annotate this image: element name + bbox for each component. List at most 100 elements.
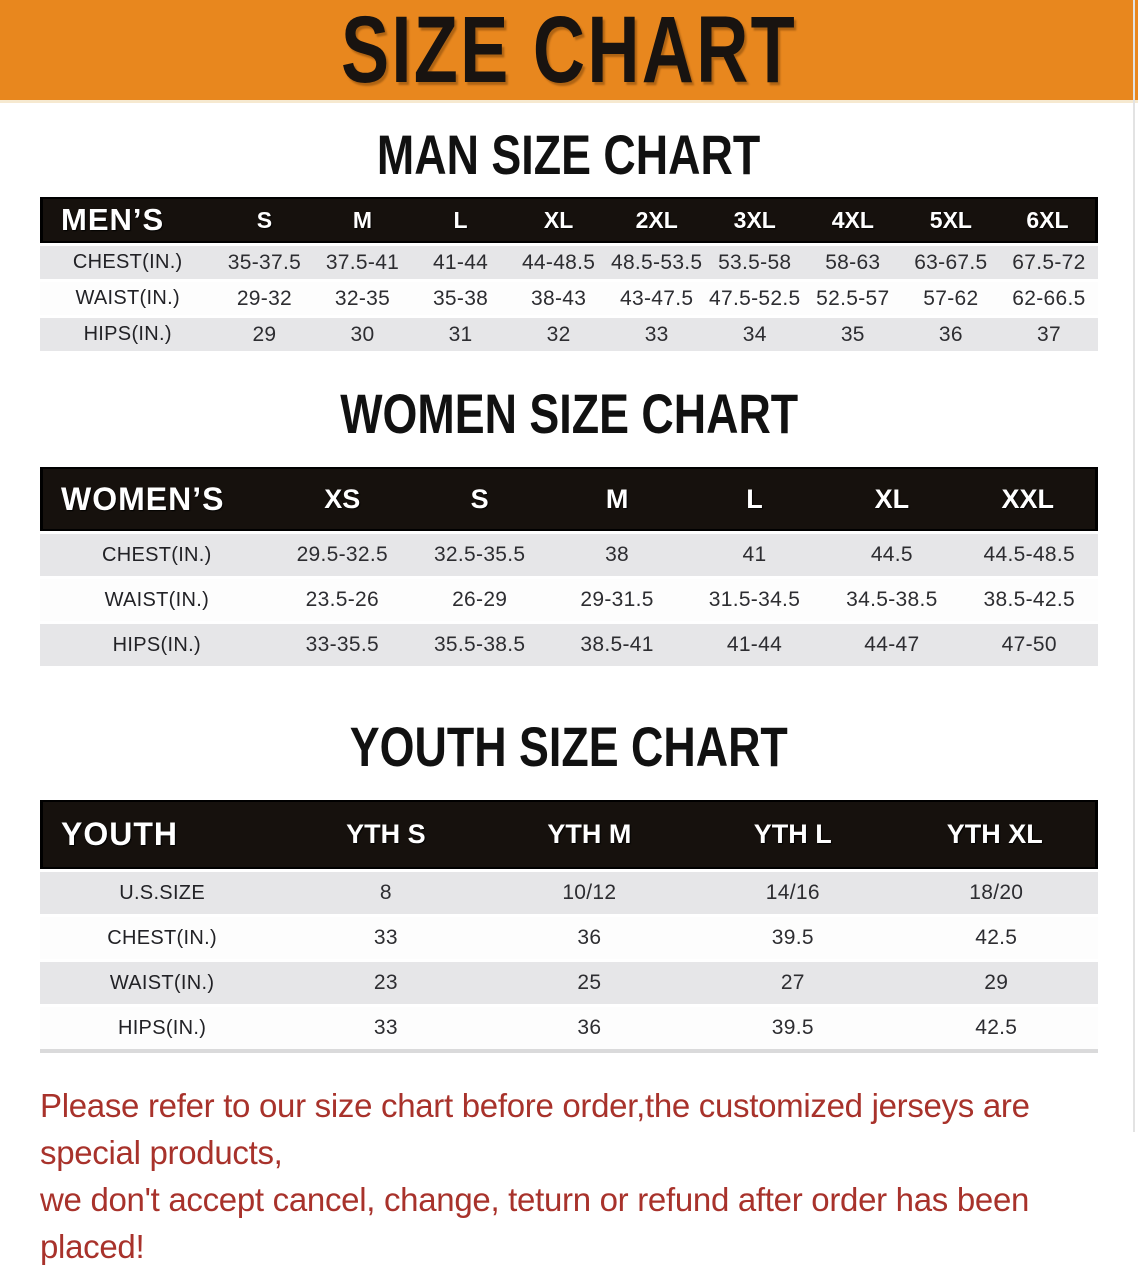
row-label: CHEST(IN.) [40, 917, 285, 959]
row-label: HIPS(IN.) [40, 624, 274, 666]
size-value-cell: 39.5 [691, 917, 895, 959]
size-value-cell: 29 [894, 962, 1098, 1004]
size-value-cell: 33 [284, 917, 488, 959]
table-group-label: MEN’S [40, 197, 216, 243]
size-value-cell: 38-43 [509, 282, 608, 315]
size-value-cell: 39.5 [691, 1007, 895, 1053]
size-value-cell: 29-31.5 [548, 579, 686, 621]
table-row: WAIST(IN.) 23 25 27 29 [40, 962, 1098, 1004]
size-value-cell: 33 [284, 1007, 488, 1053]
size-column-header: S [410, 467, 549, 531]
table-row: HIPS(IN.) 29 30 31 32 33 34 35 36 37 [40, 318, 1098, 351]
table-row: CHEST(IN.) 29.5-32.5 32.5-35.5 38 41 44.5 44.5… [40, 534, 1098, 576]
size-value-cell: 41 [685, 534, 824, 576]
size-value-cell: 30 [313, 318, 412, 351]
size-value-cell: 42.5 [894, 1007, 1098, 1053]
size-value-cell: 47.5-52.5 [705, 282, 804, 315]
size-value-cell: 29-32 [215, 282, 314, 315]
table-header-row: YOUTH YTH S YTH M YTH L YTH XL [40, 800, 1098, 869]
table-header-row: WOMEN’S XS S M L XL XXL [40, 467, 1098, 531]
size-value-cell: 58-63 [803, 246, 902, 279]
size-column-header: XS [273, 467, 411, 531]
size-value-cell: 41-44 [411, 246, 510, 279]
size-chart-banner: SIZE CHART [0, 0, 1138, 103]
size-value-cell: 29.5-32.5 [273, 534, 411, 576]
size-value-cell: 57-62 [901, 282, 1000, 315]
size-column-header: XL [509, 197, 608, 243]
table-row: HIPS(IN.) 33 36 39.5 42.5 [40, 1007, 1098, 1053]
size-value-cell: 38 [548, 534, 686, 576]
size-value-cell: 37.5-41 [313, 246, 412, 279]
size-value-cell: 29 [215, 318, 314, 351]
size-column-header: M [548, 467, 686, 531]
size-value-cell: 52.5-57 [803, 282, 902, 315]
size-value-cell: 34.5-38.5 [823, 579, 961, 621]
size-value-cell: 10/12 [487, 872, 692, 914]
table-row: HIPS(IN.) 33-35.5 35.5-38.5 38.5-41 41-44 44-… [40, 624, 1098, 666]
size-value-cell: 35 [803, 318, 902, 351]
size-value-cell: 35-38 [411, 282, 510, 315]
size-value-cell: 35.5-38.5 [410, 624, 549, 666]
row-label: U.S.SIZE [40, 872, 285, 914]
size-value-cell: 18/20 [894, 872, 1098, 914]
row-label: CHEST(IN.) [40, 534, 274, 576]
table-row: WAIST(IN.) 23.5-26 26-29 29-31.5 31.5-34.5 34… [40, 579, 1098, 621]
size-value-cell: 36 [901, 318, 1000, 351]
row-label: WAIST(IN.) [40, 282, 216, 315]
youth-section-heading: YOUTH SIZE CHART [0, 719, 1138, 775]
size-value-cell: 32 [509, 318, 608, 351]
size-value-cell: 35-37.5 [215, 246, 314, 279]
size-value-cell: 23 [284, 962, 488, 1004]
size-column-header: XXL [960, 467, 1098, 531]
size-value-cell: 36 [487, 1007, 692, 1053]
size-value-cell: 44.5-48.5 [960, 534, 1098, 576]
youth-section-heading-text: YOUTH SIZE CHART [349, 715, 789, 778]
size-value-cell: 67.5-72 [999, 246, 1098, 279]
disclaimer-line-1: Please refer to our size chart before or… [40, 1087, 1030, 1171]
row-label: HIPS(IN.) [40, 1007, 285, 1053]
size-value-cell: 33-35.5 [273, 624, 411, 666]
women-section-heading: WOMEN SIZE CHART [0, 386, 1138, 442]
size-column-header: XL [823, 467, 961, 531]
size-value-cell: 44-48.5 [509, 246, 608, 279]
man-section-heading-text: MAN SIZE CHART [377, 123, 761, 186]
size-value-cell: 48.5-53.5 [607, 246, 706, 279]
women-size-table: WOMEN’S XS S M L XL XXL CHEST(IN.) 29.5-32.5 32.5… [40, 464, 1098, 669]
size-value-cell: 47-50 [960, 624, 1098, 666]
table-row: U.S.SIZE 8 10/12 14/16 18/20 [40, 872, 1098, 914]
size-column-header: YTH S [284, 800, 488, 869]
size-column-header: YTH M [487, 800, 692, 869]
table-group-label: WOMEN’S [40, 467, 274, 531]
size-value-cell: 62-66.5 [999, 282, 1098, 315]
table-row: CHEST(IN.) 33 36 39.5 42.5 [40, 917, 1098, 959]
table-header-row: MEN’S S M L XL 2XL 3XL 4XL 5XL 6XL [40, 197, 1098, 243]
size-column-header: 2XL [607, 197, 706, 243]
size-value-cell: 23.5-26 [273, 579, 411, 621]
size-value-cell: 26-29 [410, 579, 549, 621]
size-value-cell: 36 [487, 917, 692, 959]
row-label: CHEST(IN.) [40, 246, 216, 279]
row-label: WAIST(IN.) [40, 579, 274, 621]
banner-title: SIZE CHART [341, 0, 797, 103]
size-value-cell: 31.5-34.5 [685, 579, 824, 621]
row-label: WAIST(IN.) [40, 962, 285, 1004]
size-column-header: 5XL [901, 197, 1000, 243]
size-value-cell: 8 [284, 872, 488, 914]
size-column-header: 3XL [705, 197, 804, 243]
size-column-header: M [313, 197, 412, 243]
size-value-cell: 31 [411, 318, 510, 351]
size-column-header: L [685, 467, 824, 531]
size-value-cell: 34 [705, 318, 804, 351]
size-value-cell: 25 [487, 962, 692, 1004]
size-value-cell: 14/16 [691, 872, 895, 914]
size-value-cell: 33 [607, 318, 706, 351]
size-value-cell: 38.5-42.5 [960, 579, 1098, 621]
size-value-cell: 42.5 [894, 917, 1098, 959]
size-value-cell: 44-47 [823, 624, 961, 666]
men-size-table: MEN’S S M L XL 2XL 3XL 4XL 5XL 6XL CHEST(IN.) 35-37… [40, 194, 1098, 354]
row-label: HIPS(IN.) [40, 318, 216, 351]
size-value-cell: 44.5 [823, 534, 961, 576]
size-value-cell: 53.5-58 [705, 246, 804, 279]
disclaimer-line-2: we don't accept cancel, change, teturn o… [40, 1181, 1030, 1265]
size-value-cell: 37 [999, 318, 1098, 351]
